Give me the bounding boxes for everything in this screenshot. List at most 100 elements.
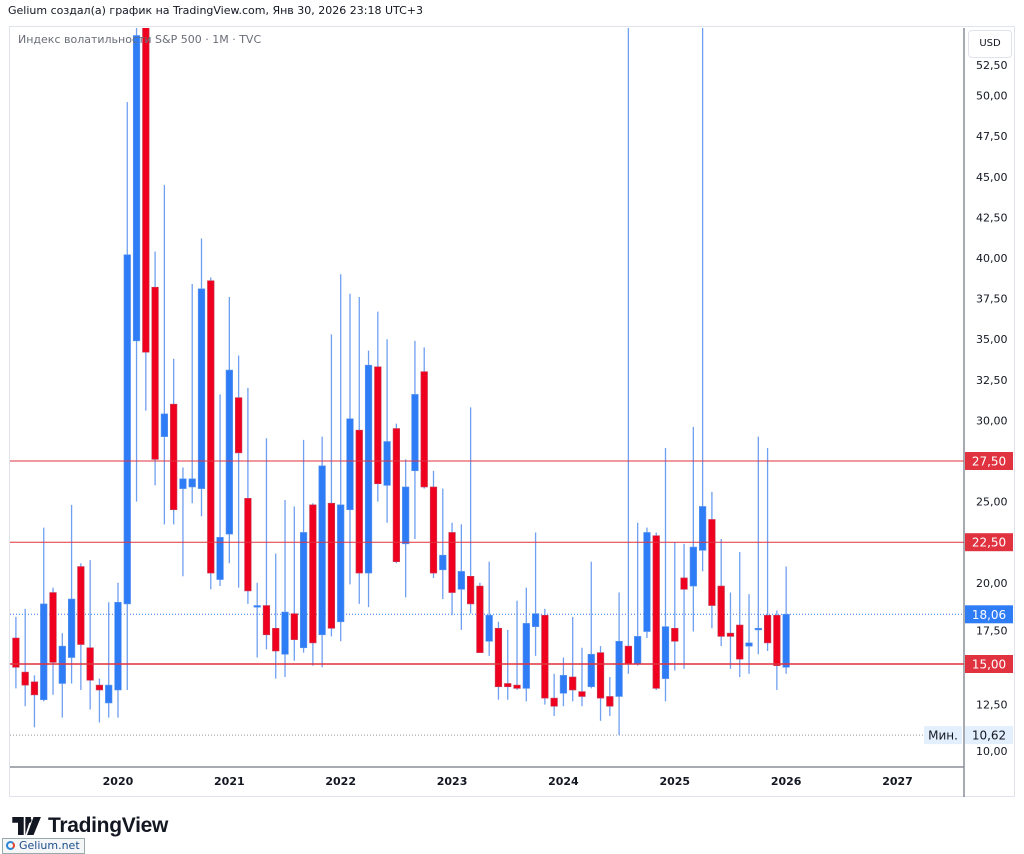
- candle-down[interactable]: [420, 371, 428, 488]
- candle-down[interactable]: [392, 428, 400, 562]
- candle-up[interactable]: [346, 418, 354, 511]
- y-tick-label: 10,00: [976, 745, 1008, 758]
- candle-down[interactable]: [262, 605, 271, 636]
- x-tick-label: 2021: [214, 775, 245, 788]
- candle-down[interactable]: [207, 280, 215, 574]
- candle-down[interactable]: [327, 502, 336, 629]
- x-tick-label: 2022: [325, 775, 356, 788]
- candle-up[interactable]: [587, 653, 595, 688]
- candle-up[interactable]: [522, 623, 530, 689]
- candle-down[interactable]: [30, 681, 39, 696]
- candle-down[interactable]: [272, 627, 280, 652]
- x-tick-label: 2025: [659, 775, 690, 788]
- candle-up[interactable]: [253, 605, 261, 608]
- candle-up[interactable]: [216, 537, 224, 580]
- x-tick-label: 2023: [437, 775, 468, 788]
- candle-down[interactable]: [142, 0, 150, 353]
- candle-up[interactable]: [745, 642, 753, 647]
- candle-down[interactable]: [717, 585, 725, 637]
- candle-up[interactable]: [58, 645, 66, 684]
- min-price-label: 10,62: [972, 729, 1006, 743]
- candle-down[interactable]: [504, 683, 512, 688]
- candle-down[interactable]: [726, 632, 735, 637]
- candle-down[interactable]: [429, 486, 438, 574]
- candle-down[interactable]: [235, 397, 243, 454]
- candle-up[interactable]: [105, 684, 113, 704]
- x-tick-label: 2024: [548, 775, 579, 788]
- candle-down[interactable]: [12, 637, 20, 668]
- candle-up[interactable]: [634, 636, 642, 665]
- horizontal-line-label: 15,00: [972, 658, 1006, 672]
- candle-up[interactable]: [179, 478, 187, 489]
- candle-down[interactable]: [773, 614, 781, 666]
- tradingview-logo[interactable]: TradingView: [12, 814, 168, 838]
- candle-down[interactable]: [708, 519, 716, 606]
- candle-up[interactable]: [782, 614, 790, 668]
- candle-down[interactable]: [448, 532, 456, 593]
- candle-down[interactable]: [513, 684, 521, 689]
- candle-down[interactable]: [652, 535, 660, 689]
- x-tick-label: 2027: [882, 775, 913, 788]
- candle-up[interactable]: [318, 465, 326, 636]
- candle-up[interactable]: [615, 640, 623, 697]
- candle-up[interactable]: [114, 601, 122, 691]
- candle-down[interactable]: [355, 429, 363, 574]
- candle-down[interactable]: [244, 498, 252, 592]
- candle-up[interactable]: [364, 364, 373, 574]
- candle-up[interactable]: [197, 288, 206, 489]
- candle-up[interactable]: [40, 603, 48, 701]
- x-tick-label: 2026: [771, 775, 802, 788]
- candle-up[interactable]: [559, 675, 568, 694]
- candle-up[interactable]: [299, 532, 308, 649]
- candle-up[interactable]: [531, 613, 540, 627]
- candle-up[interactable]: [439, 554, 447, 571]
- candle-up[interactable]: [699, 506, 707, 551]
- candle-up[interactable]: [643, 532, 651, 632]
- candle-down[interactable]: [671, 627, 679, 642]
- candle-up[interactable]: [188, 478, 196, 488]
- candle-down[interactable]: [624, 645, 632, 665]
- candle-up[interactable]: [411, 394, 419, 472]
- candle-up[interactable]: [67, 598, 76, 658]
- y-tick-label: 32,50: [976, 374, 1008, 387]
- candle-down[interactable]: [541, 614, 549, 699]
- candle-up[interactable]: [337, 504, 345, 623]
- candle-up[interactable]: [281, 611, 289, 655]
- candle-down[interactable]: [596, 652, 605, 699]
- candle-down[interactable]: [569, 676, 577, 691]
- y-tick-label: 45,00: [976, 171, 1008, 184]
- candle-up[interactable]: [689, 546, 697, 587]
- currency-button[interactable]: USD: [968, 30, 1012, 58]
- candle-up[interactable]: [123, 254, 131, 605]
- candle-down[interactable]: [309, 504, 317, 644]
- candle-up[interactable]: [754, 627, 762, 631]
- candle-up[interactable]: [160, 413, 168, 437]
- candle-down[interactable]: [550, 697, 558, 707]
- candle-down[interactable]: [606, 696, 614, 707]
- candle-down[interactable]: [476, 585, 484, 653]
- last-price-label-bg: [965, 605, 1013, 624]
- candle-up[interactable]: [402, 486, 410, 545]
- candle-up[interactable]: [457, 571, 465, 590]
- candle-down[interactable]: [680, 577, 688, 590]
- candle-down[interactable]: [290, 613, 298, 640]
- candle-down[interactable]: [763, 614, 772, 644]
- candle-down[interactable]: [736, 624, 744, 660]
- candle-down[interactable]: [151, 286, 159, 460]
- candle-down[interactable]: [77, 566, 85, 645]
- candle-up[interactable]: [485, 614, 493, 642]
- candle-down[interactable]: [494, 627, 503, 688]
- candle-up[interactable]: [661, 626, 670, 679]
- candle-down[interactable]: [21, 671, 29, 686]
- symbol-legend[interactable]: Индекс волатильности S&P 500 · 1M · TVC: [18, 33, 262, 46]
- candle-down[interactable]: [578, 691, 586, 697]
- candle-down[interactable]: [467, 576, 475, 605]
- candle-down[interactable]: [95, 684, 104, 691]
- candle-down[interactable]: [49, 592, 57, 663]
- candle-down[interactable]: [374, 366, 382, 485]
- candle-up[interactable]: [225, 369, 233, 535]
- candle-down[interactable]: [170, 403, 178, 511]
- candle-up[interactable]: [132, 35, 141, 342]
- candle-up[interactable]: [383, 441, 391, 486]
